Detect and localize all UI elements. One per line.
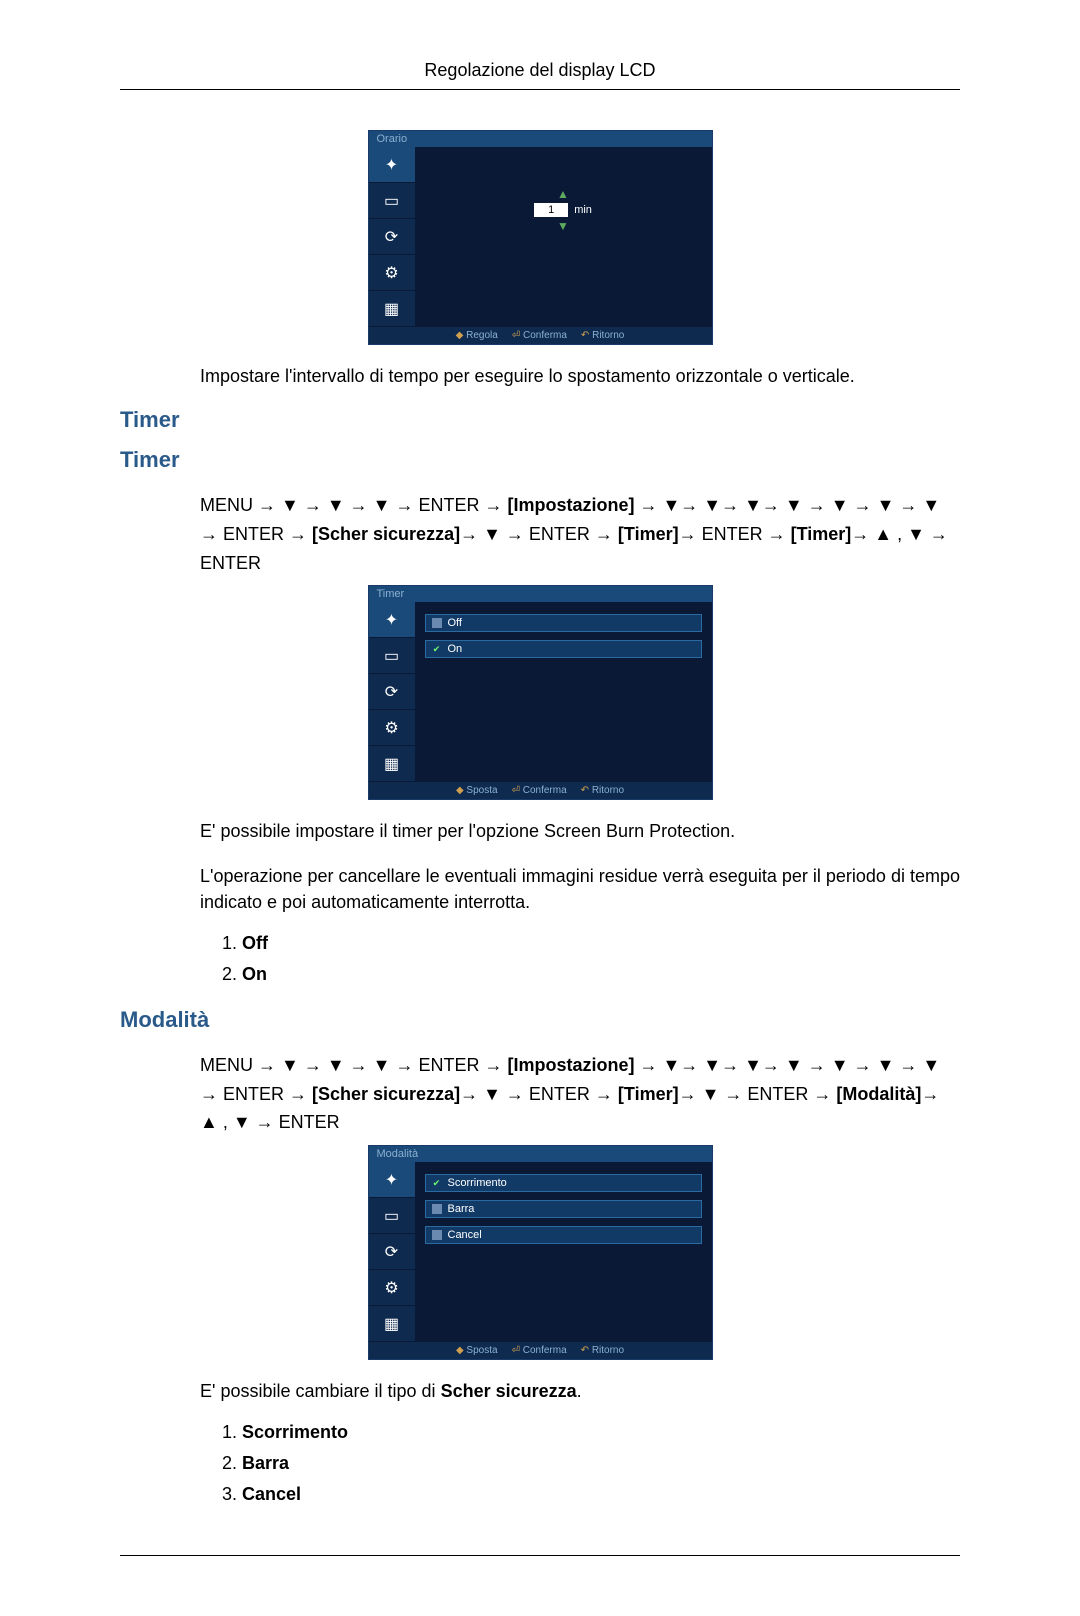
checkbox-off-icon bbox=[432, 618, 442, 628]
osd-side-icon: ✦ bbox=[369, 602, 415, 638]
osd-option-on: ✔On bbox=[425, 640, 702, 658]
osd-title: Modalità bbox=[369, 1146, 712, 1162]
checkbox-off-icon bbox=[432, 1230, 442, 1240]
page-header: Regolazione del display LCD bbox=[120, 60, 960, 90]
heading-timer-1: Timer bbox=[120, 407, 960, 433]
osd-main: ✔Scorrimento Barra Cancel bbox=[415, 1162, 712, 1342]
modalita-options-list: Scorrimento Barra Cancel bbox=[220, 1422, 960, 1505]
osd-option-scorrimento: ✔Scorrimento bbox=[425, 1174, 702, 1192]
checkbox-on-icon: ✔ bbox=[432, 1178, 442, 1188]
osd-footer: ◆ Sposta ⏎ Conferma ↶ Ritorno bbox=[369, 782, 712, 799]
osd-side-icon: ✦ bbox=[369, 1162, 415, 1198]
osd-side-icon: ▭ bbox=[369, 1198, 415, 1234]
osd-side-icon: ▭ bbox=[369, 638, 415, 674]
osd-sidebar: ✦ ▭ ⟳ ⚙ ▦ bbox=[369, 602, 415, 782]
osd-side-icon: ▭ bbox=[369, 183, 415, 219]
osd-side-icon: ▦ bbox=[369, 1306, 415, 1342]
osd-sidebar: ✦ ▭ ⟳ ⚙ ▦ bbox=[369, 147, 415, 327]
list-item: Scorrimento bbox=[242, 1422, 960, 1443]
spinner-unit: min bbox=[574, 204, 592, 216]
footer-rule bbox=[120, 1555, 960, 1556]
list-item: Cancel bbox=[242, 1484, 960, 1505]
osd-side-icon: ⚙ bbox=[369, 1270, 415, 1306]
time-spinner: 1 min bbox=[425, 185, 702, 235]
nav-path-modalita: MENU → ▼ → ▼ → ▼ → ENTER → [Impostazione… bbox=[200, 1051, 960, 1137]
osd-modalita: Modalità ✦ ▭ ⟳ ⚙ ▦ ✔Scorrimento Barra Ca… bbox=[368, 1145, 713, 1360]
osd-side-icon: ▦ bbox=[369, 291, 415, 327]
heading-timer-2: Timer bbox=[120, 447, 960, 473]
orario-desc: Impostare l'intervallo di tempo per eseg… bbox=[200, 363, 960, 389]
osd-title: Orario bbox=[369, 131, 712, 147]
timer-desc-2: L'operazione per cancellare le eventuali… bbox=[200, 863, 960, 915]
osd-main: Off ✔On bbox=[415, 602, 712, 782]
osd-side-icon: ⟳ bbox=[369, 219, 415, 255]
timer-desc-1: E' possibile impostare il timer per l'op… bbox=[200, 818, 960, 844]
osd-timer: Timer ✦ ▭ ⟳ ⚙ ▦ Off ✔On ◆ Sposta ⏎ Confe… bbox=[368, 585, 713, 800]
arrow-up-icon bbox=[557, 187, 569, 201]
heading-modalita: Modalità bbox=[120, 1007, 960, 1033]
osd-option-off: Off bbox=[425, 614, 702, 632]
osd-side-icon: ⚙ bbox=[369, 710, 415, 746]
osd-orario: Orario ✦ ▭ ⟳ ⚙ ▦ 1 min ◆ Regola ⏎ Confer… bbox=[368, 130, 713, 345]
list-item: Off bbox=[242, 933, 960, 954]
checkbox-on-icon: ✔ bbox=[432, 644, 442, 654]
modalita-desc: E' possibile cambiare il tipo di Scher s… bbox=[200, 1378, 960, 1404]
timer-options-list: Off On bbox=[220, 933, 960, 985]
osd-main: 1 min bbox=[415, 147, 712, 327]
osd-side-icon: ▦ bbox=[369, 746, 415, 782]
osd-option-cancel: Cancel bbox=[425, 1226, 702, 1244]
osd-option-barra: Barra bbox=[425, 1200, 702, 1218]
osd-side-icon: ⟳ bbox=[369, 674, 415, 710]
nav-path-timer: MENU → ▼ → ▼ → ▼ → ENTER → [Impostazione… bbox=[200, 491, 960, 577]
list-item: On bbox=[242, 964, 960, 985]
osd-side-icon: ✦ bbox=[369, 147, 415, 183]
list-item: Barra bbox=[242, 1453, 960, 1474]
osd-footer: ◆ Sposta ⏎ Conferma ↶ Ritorno bbox=[369, 1342, 712, 1359]
osd-footer: ◆ Regola ⏎ Conferma ↶ Ritorno bbox=[369, 327, 712, 344]
osd-side-icon: ⟳ bbox=[369, 1234, 415, 1270]
checkbox-off-icon bbox=[432, 1204, 442, 1214]
osd-side-icon: ⚙ bbox=[369, 255, 415, 291]
spinner-value: 1 bbox=[534, 203, 568, 217]
osd-sidebar: ✦ ▭ ⟳ ⚙ ▦ bbox=[369, 1162, 415, 1342]
osd-title: Timer bbox=[369, 586, 712, 602]
arrow-down-icon bbox=[557, 219, 569, 233]
